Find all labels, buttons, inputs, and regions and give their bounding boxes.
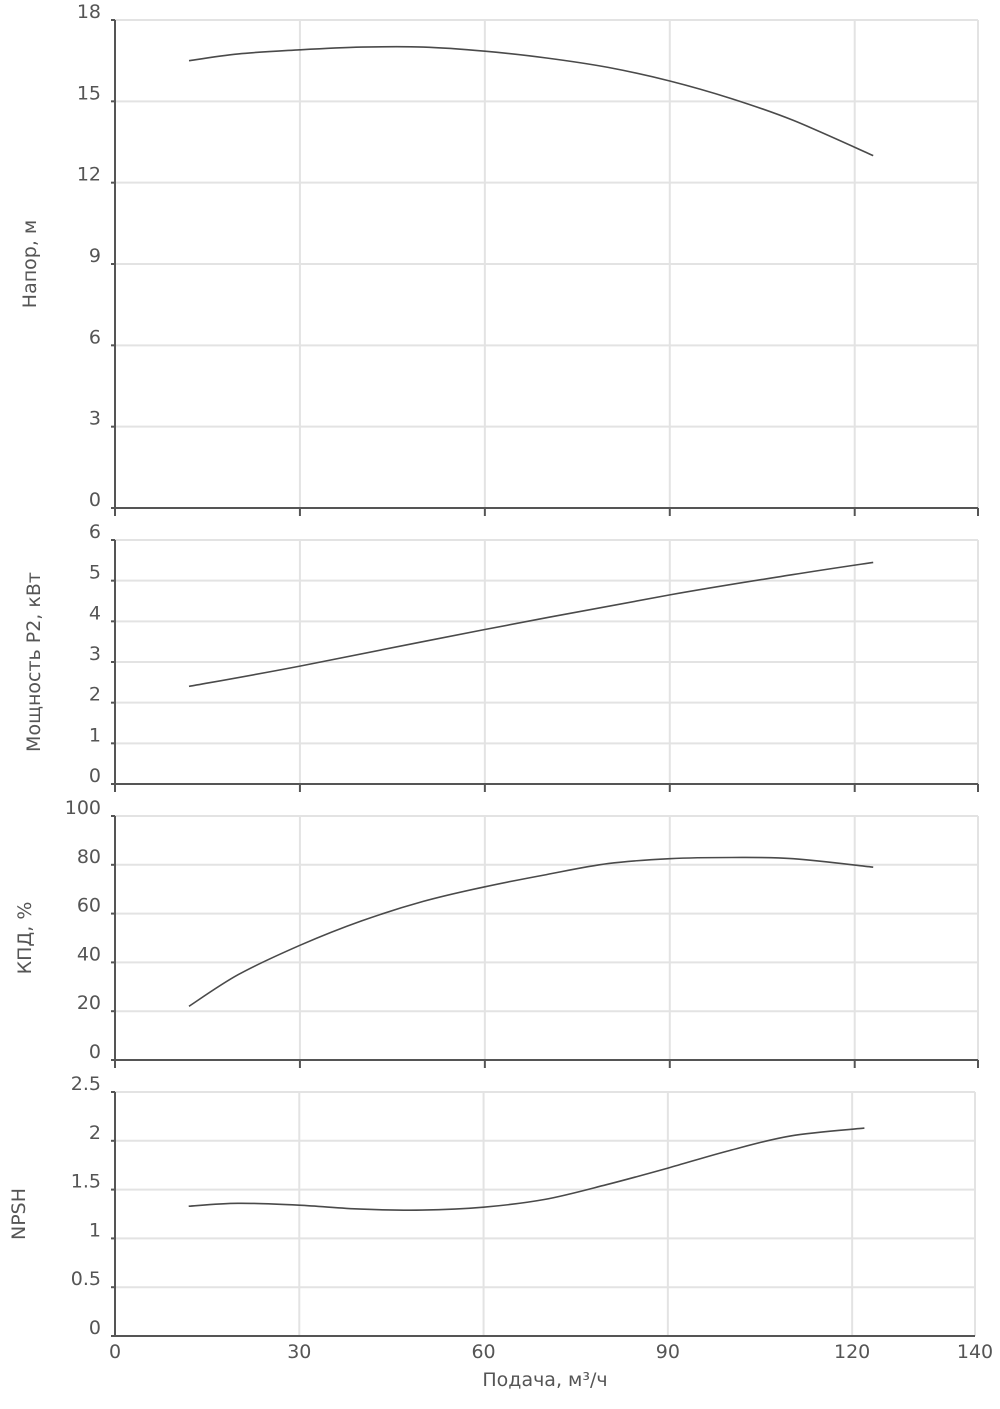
- x-tick-label: 140: [957, 1341, 993, 1363]
- y-tick-label: 80: [77, 846, 101, 868]
- y-tick-label: 0: [89, 765, 101, 787]
- chart-head: 0 3 6 9 12 15 18 Напор, м: [19, 1, 979, 516]
- series-line-npsh: [188, 1127, 865, 1211]
- y-tick-label: 3: [89, 643, 101, 665]
- series-line-head: [188, 45, 874, 157]
- x-tick-label: 30: [287, 1341, 311, 1363]
- y-axis-title: NPSH: [8, 1188, 30, 1240]
- x-axis-title: Подача, м³/ч: [482, 1369, 607, 1391]
- y-tick-label: 12: [77, 164, 101, 186]
- chart-power: 0 1 2 3 4 5 6 Мощность P2, кВт: [23, 521, 979, 792]
- x-tick-label: 60: [471, 1341, 495, 1363]
- series-line-power: [188, 561, 874, 688]
- y-tick-label: 18: [77, 1, 101, 23]
- y-tick-label: 100: [65, 797, 101, 819]
- y-tick-label: 15: [77, 82, 101, 104]
- y-tick-label: 4: [89, 602, 101, 624]
- chart-npsh: 0 0.5 1 1.5 2 2.5 0 30 60 90 120 140 Подача, м³/ч NPS…: [8, 1073, 993, 1391]
- y-tick-label: 0: [89, 489, 101, 511]
- y-tick-label: 2.5: [71, 1073, 101, 1095]
- y-tick-label: 2: [89, 1122, 101, 1144]
- y-tick-label: 3: [89, 408, 101, 430]
- y-tick-label: 0: [89, 1317, 101, 1339]
- y-tick-label: 40: [77, 943, 101, 965]
- y-tick-label: 5: [89, 562, 101, 584]
- y-tick-label: 1: [89, 1219, 101, 1241]
- x-tick-label: 0: [109, 1341, 121, 1363]
- y-tick-label: 20: [77, 992, 101, 1014]
- y-axis-title: КПД, %: [14, 902, 36, 975]
- y-tick-label: 9: [89, 245, 101, 267]
- y-tick-label: 0.5: [71, 1268, 101, 1290]
- x-tick-label: 90: [656, 1341, 680, 1363]
- y-axis-title: Напор, м: [19, 220, 41, 308]
- y-tick-label: 0: [89, 1041, 101, 1063]
- y-tick-label: 60: [77, 895, 101, 917]
- y-tick-label: 2: [89, 684, 101, 706]
- y-tick-label: 6: [89, 521, 101, 543]
- x-tick-label: 120: [834, 1341, 870, 1363]
- y-tick-label: 6: [89, 326, 101, 348]
- y-tick-label: 1: [89, 724, 101, 746]
- y-tick-label: 1.5: [71, 1171, 101, 1193]
- y-axis-title: Мощность P2, кВт: [23, 572, 45, 752]
- chart-efficiency: 0 20 40 60 80 100 КПД, %: [14, 797, 979, 1068]
- series-line-efficiency: [188, 856, 874, 1007]
